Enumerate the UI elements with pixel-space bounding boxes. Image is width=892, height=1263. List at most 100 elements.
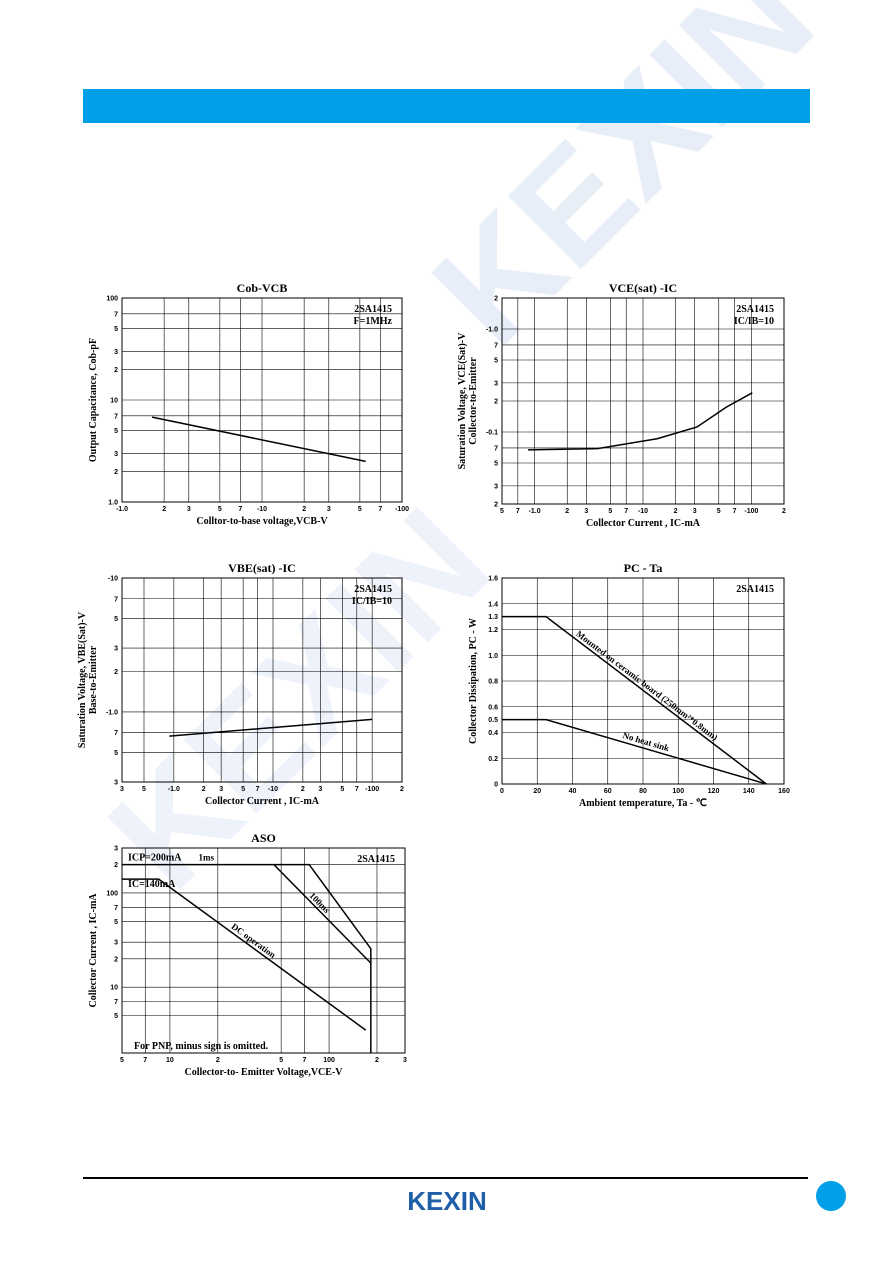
x-tick-label: 2 [565,508,569,515]
x-tick-label: 3 [403,1057,407,1064]
y-tick-label: 7 [114,905,118,912]
x-tick-label: 3 [120,786,124,793]
page-dot [816,1181,846,1211]
y-tick-label: 3 [114,349,118,356]
y-axis-label: Collector-to-Emitter [468,357,479,445]
x-tick-label: 20 [533,788,541,795]
plot-frame [501,297,785,505]
x-tick-label: 7 [624,508,628,515]
x-tick-label: 5 [358,506,362,513]
x-tick-label: -1.0 [168,786,180,793]
note: IC=140mA [128,879,176,890]
y-tick-label: 7 [114,730,118,737]
x-axis-label: Collector Current , IC-mA [586,518,701,529]
y-tick-label: 7 [494,342,498,349]
x-tick-label: 3 [693,508,697,515]
y-tick-label: 7 [114,999,118,1006]
plot-frame [121,847,406,1054]
logo: KEXIN [407,1186,486,1216]
y-tick-label: 1.3 [488,614,498,621]
x-tick-label: 160 [778,788,790,795]
y-tick-label: 10 [110,398,118,405]
y-tick-label: 7 [114,596,118,603]
x-tick-label: 2 [202,786,206,793]
x-tick-label: -100 [365,786,379,793]
y-tick-label: 0.6 [488,704,498,711]
annotation: IC/IB=10 [734,316,774,327]
x-tick-label: 2 [162,506,166,513]
y-tick-label: 5 [114,428,118,435]
x-tick-label: -100 [395,506,409,513]
plot-frame [501,577,785,785]
note: ICP=200mA [128,853,182,864]
x-tick-label: 3 [327,506,331,513]
x-tick-label: 40 [569,788,577,795]
chart-title: Cob-VCB [237,281,288,295]
x-tick-label: 5 [241,786,245,793]
x-axis-label: Collector Current , IC-mA [205,796,320,807]
y-tick-label: 2 [114,669,118,676]
x-tick-label: 5 [340,786,344,793]
plot-frame [121,577,403,783]
y-tick-label: 2 [494,502,498,509]
y-tick-label: 1.2 [488,627,498,634]
y-tick-label: 5 [114,750,118,757]
chart-title: ASO [251,831,276,845]
x-tick-label: 7 [733,508,737,515]
x-tick-label: 5 [608,508,612,515]
y-tick-label: 1.6 [488,576,498,583]
y-tick-label: 3 [114,846,118,853]
y-axis-label: Saturation Voltage, VCE(Sat)-V [457,332,468,470]
y-tick-label: 0.2 [488,756,498,763]
x-tick-label: 2 [301,786,305,793]
y-tick-label: 3 [114,451,118,458]
x-tick-label: 3 [219,786,223,793]
x-tick-label: 7 [378,506,382,513]
annotation: 2SA1415 [357,854,395,865]
y-tick-label: 100 [106,890,118,897]
annotation: 2SA1415 [354,584,392,595]
x-tick-label: 2 [375,1057,379,1064]
x-tick-label: 7 [238,506,242,513]
data-line [122,863,372,1053]
header-bar [83,89,810,123]
data-line [151,416,366,463]
series-label: DC operation [230,921,278,960]
y-tick-label: 3 [494,380,498,387]
y-tick-label: -0.1 [486,430,498,437]
x-tick-label: 120 [708,788,720,795]
y-tick-label: 5 [494,358,498,365]
x-tick-label: 7 [516,508,520,515]
y-tick-label: 3 [114,646,118,653]
y-tick-label: 0 [494,782,498,789]
y-tick-label: 2 [494,296,498,303]
data-line [502,615,767,785]
y-tick-label: 3 [114,940,118,947]
y-tick-label: 5 [114,919,118,926]
y-tick-label: 5 [114,616,118,623]
data-line [122,878,367,1031]
annotation: 2SA1415 [736,304,774,315]
x-tick-label: 2 [400,786,404,793]
y-tick-label: 7 [114,413,118,420]
x-tick-label: -1.0 [116,506,128,513]
x-tick-label: 60 [604,788,612,795]
x-tick-label: 100 [323,1057,335,1064]
y-axis-label: Saturation Voltage, VBE(Sat)-V [77,611,88,748]
watermark: KEXIN [401,0,844,375]
x-tick-label: 3 [187,506,191,513]
chart-title: VCE(sat) -IC [609,281,677,295]
x-tick-label: -10 [638,508,648,515]
x-tick-label: 10 [166,1057,174,1064]
y-tick-label: 1.0 [108,500,118,507]
data-line [502,718,767,785]
x-tick-label: 80 [639,788,647,795]
x-tick-label: 3 [584,508,588,515]
x-axis-label: Colltor-to-base voltage,VCB-V [196,516,328,527]
x-tick-label: 5 [120,1057,124,1064]
data-line [169,718,373,737]
x-tick-label: 2 [302,506,306,513]
x-tick-label: 5 [717,508,721,515]
y-tick-label: 3 [494,483,498,490]
